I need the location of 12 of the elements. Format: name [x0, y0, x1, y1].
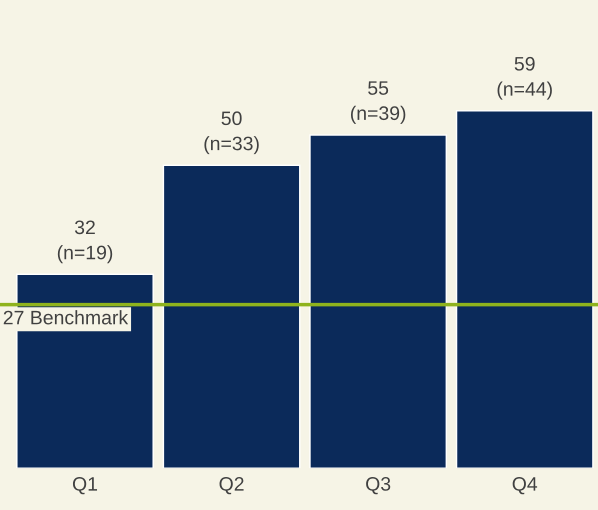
bar	[309, 134, 447, 468]
bar	[456, 110, 594, 468]
data-label: 59 (n=44)	[498, 56, 552, 100]
data-label: 32 (n=19)	[58, 220, 112, 264]
x-tick-label: Q2	[220, 477, 244, 494]
x-tick-label: Q1	[72, 477, 98, 494]
bar	[162, 164, 300, 468]
data-label: 50 (n=33)	[204, 111, 259, 154]
x-tick-label: Q3	[366, 477, 390, 494]
data-label: 55 (n=39)	[350, 81, 406, 124]
ref-line-label: 27 Benchmark	[4, 310, 128, 324]
x-tick-label: Q4	[512, 477, 538, 494]
